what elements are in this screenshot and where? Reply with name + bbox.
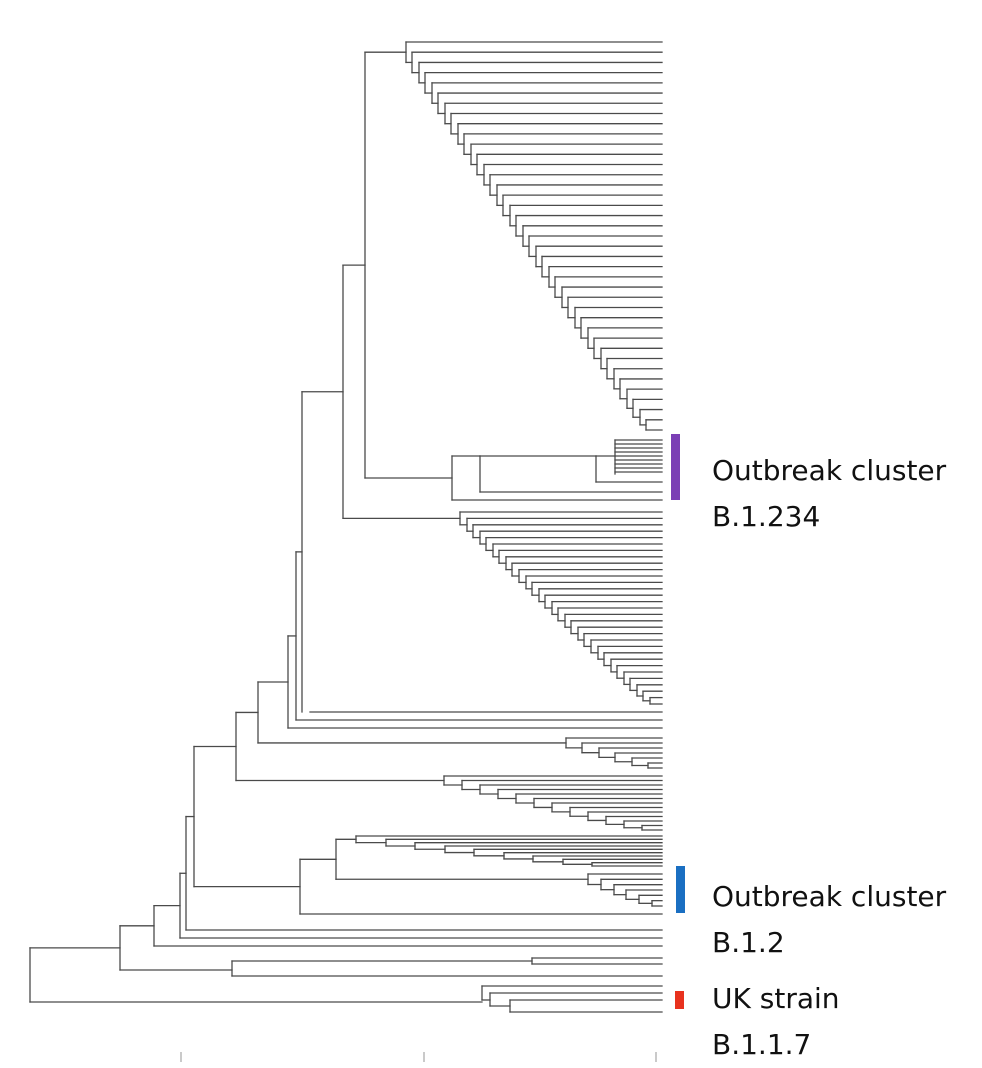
- cluster-name: UK strain: [712, 982, 840, 1015]
- cluster-bar-b1234: [671, 434, 680, 500]
- cluster-bar-b12: [676, 866, 685, 913]
- cluster-label-b117: UK strain B.1.1.7: [712, 976, 840, 1068]
- tree-branches: [29, 41, 663, 1013]
- cluster-lineage: B.1.1.7: [712, 1028, 812, 1061]
- cluster-bar-b117: [675, 991, 684, 1009]
- cluster-name: Outbreak cluster: [712, 880, 947, 913]
- cluster-lineage: B.1.2: [712, 926, 785, 959]
- cluster-lineage: B.1.234: [712, 500, 821, 533]
- time-axis-ticks: [180, 1052, 657, 1062]
- cluster-label-b1234: Outbreak cluster B.1.234: [712, 448, 946, 540]
- cluster-label-b12: Outbreak cluster B.1.2: [712, 874, 946, 966]
- cluster-name: Outbreak cluster: [712, 454, 947, 487]
